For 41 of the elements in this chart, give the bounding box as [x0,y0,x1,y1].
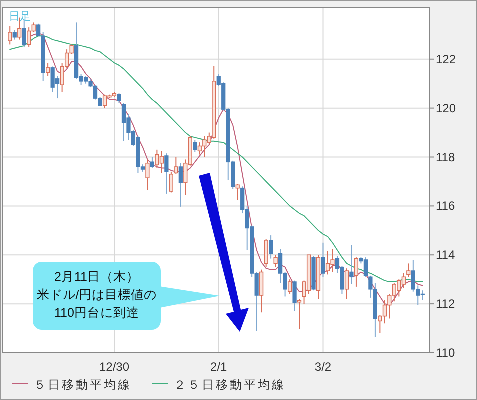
candlestick [117,93,122,104]
candlestick [46,62,50,78]
candlestick [236,184,240,201]
candlestick [8,26,12,46]
legend-label: ２５日移動平均線 [174,378,286,392]
candlestick [169,171,174,194]
candlestick [292,280,297,312]
candlestick [350,244,354,285]
candlestick [164,153,169,194]
y-tick-label: 112 [436,297,456,312]
y-tick-label: 114 [436,248,456,262]
candlestick [269,235,274,260]
candlestick [146,159,150,191]
annotation: 110円台に到達 [54,306,140,320]
annotation: 2月11日（木） [54,270,140,284]
legend-label: ５日移動平均線 [34,378,132,392]
candlestick [274,254,278,268]
candlestick [321,242,326,278]
chart-title: 日足 [9,11,31,23]
candlestick [174,156,178,175]
x-tick-label: 12/30 [99,360,130,374]
candlestick [150,156,155,169]
candlestick [288,279,292,295]
candlestick [264,238,268,268]
candlestick [344,268,350,300]
y-tick-label: 116 [436,199,456,214]
candlestick [178,162,183,208]
y-tick-label: 122 [436,52,456,66]
candlestick [406,263,411,278]
y-tick-label: 120 [436,101,456,116]
candlestick [193,140,198,153]
candlestick [12,30,17,40]
x-tick-label: 3/2 [314,360,332,374]
x-tick-label: 2/1 [210,360,228,374]
y-tick-label: 118 [436,150,456,164]
candlestick [297,298,302,330]
annotation: 米ドル/円は目標値の [36,288,158,302]
candlestick [354,257,359,288]
y-tick-label: 110 [436,346,456,360]
candlestick [260,269,264,314]
candlestick [22,20,26,48]
